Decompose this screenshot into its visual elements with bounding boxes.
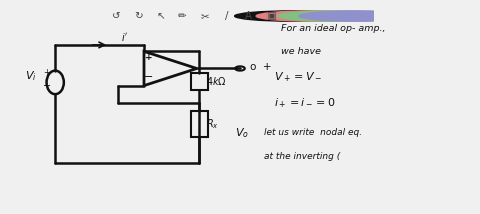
- Text: ↺: ↺: [112, 11, 121, 21]
- Circle shape: [299, 11, 418, 21]
- Text: −: −: [144, 72, 154, 82]
- Text: ✂: ✂: [200, 11, 209, 21]
- Circle shape: [256, 11, 374, 21]
- Text: $V_+  = V_-$: $V_+ = V_-$: [274, 70, 322, 84]
- Text: at the inverting (: at the inverting (: [264, 152, 340, 161]
- Text: $V_o$: $V_o$: [235, 126, 249, 140]
- Bar: [191, 73, 208, 90]
- Text: $4k\Omega$: $4k\Omega$: [206, 75, 227, 87]
- Text: +: +: [145, 53, 153, 62]
- Text: /: /: [225, 11, 228, 21]
- Text: o  +: o +: [250, 62, 271, 72]
- Text: ↻: ↻: [134, 11, 143, 21]
- Text: let us write  nodal eq.: let us write nodal eq.: [264, 128, 362, 137]
- Text: we have: we have: [281, 47, 321, 56]
- Text: +: +: [43, 68, 50, 77]
- Bar: [191, 111, 208, 137]
- Text: ✏: ✏: [178, 11, 187, 21]
- Text: A: A: [245, 11, 252, 21]
- Text: $i'$: $i'$: [121, 31, 129, 43]
- Circle shape: [277, 11, 396, 21]
- Text: −: −: [43, 81, 50, 91]
- Text: ↖: ↖: [156, 11, 165, 21]
- Circle shape: [235, 11, 353, 21]
- Text: $R_x$: $R_x$: [206, 117, 219, 131]
- Text: $V_i$: $V_i$: [25, 69, 37, 83]
- Text: $i_+  = i_-  = 0$: $i_+ = i_- = 0$: [274, 96, 335, 110]
- Text: ▣: ▣: [266, 11, 276, 21]
- Text: For an ideal op- amp.,: For an ideal op- amp.,: [281, 24, 385, 33]
